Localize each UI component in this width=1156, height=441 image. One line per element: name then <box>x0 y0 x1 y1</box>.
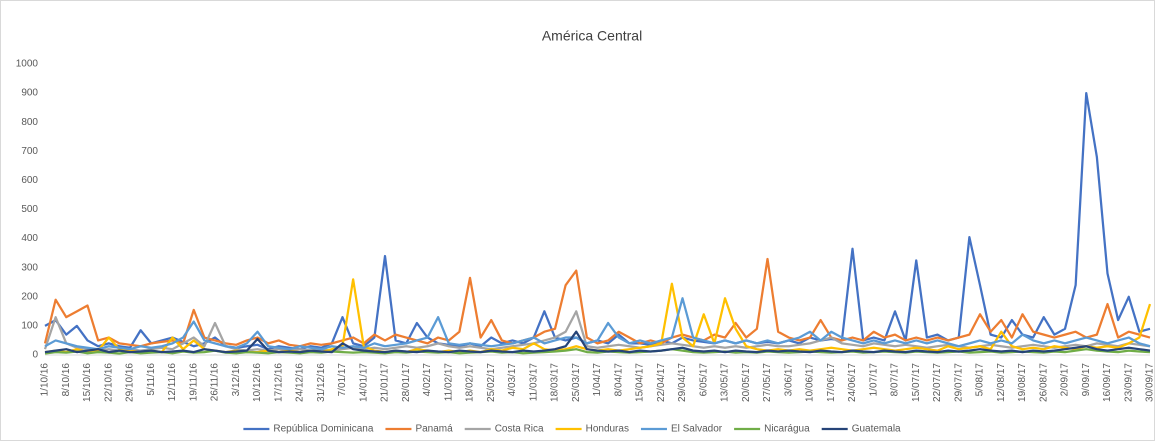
y-tick-label: 800 <box>21 117 38 128</box>
series-line <box>43 257 1151 348</box>
x-tick-label: 8/07/17 <box>890 363 901 397</box>
x-tick-label: 16/09/17 <box>1102 363 1113 402</box>
x-tick-label: 18/02/17 <box>465 363 476 402</box>
x-tick-label: 22/04/17 <box>656 363 667 402</box>
x-tick-label: 10/12/16 <box>252 363 263 402</box>
x-tick-label: 3/12/16 <box>231 363 242 397</box>
x-tick-label: 1/07/17 <box>868 363 879 397</box>
x-tick-label: 1/04/17 <box>592 363 603 397</box>
x-tick-label: 29/07/17 <box>953 363 964 402</box>
x-tick-label: 5/08/17 <box>975 363 986 397</box>
x-tick-label: 17/06/17 <box>826 363 837 402</box>
x-tick-label: 24/06/17 <box>847 363 858 402</box>
x-tick-label: 21/01/17 <box>380 363 391 402</box>
y-tick-label: 300 <box>21 262 38 273</box>
y-tick-label: 0 <box>32 350 38 361</box>
x-tick-label: 26/11/16 <box>210 363 221 402</box>
legend-label: Guatemala <box>852 424 901 435</box>
y-tick-label: 500 <box>21 204 38 215</box>
x-tick-label: 5/11/16 <box>146 363 157 396</box>
x-tick-label: 29/04/17 <box>677 363 688 402</box>
x-tick-label: 25/02/17 <box>486 363 497 402</box>
x-tick-label: 20/05/17 <box>741 363 752 402</box>
series-line <box>44 330 1151 354</box>
y-tick-label: 200 <box>21 291 38 302</box>
y-tick-label: 600 <box>21 175 38 186</box>
x-tick-label: 15/04/17 <box>635 363 646 402</box>
legend-label: Nicarágua <box>764 424 810 435</box>
x-tick-label: 31/12/16 <box>316 363 327 402</box>
y-tick-label: 400 <box>21 233 38 244</box>
x-tick-label: 14/01/17 <box>358 363 369 402</box>
y-tick-label: 900 <box>21 88 38 99</box>
x-tick-label: 11/02/17 <box>443 363 454 402</box>
y-tick-label: 700 <box>21 146 38 157</box>
x-tick-label: 7/01/17 <box>337 363 348 397</box>
x-tick-label: 12/11/16 <box>167 363 178 402</box>
x-tick-label: 22/10/16 <box>103 363 114 402</box>
x-tick-label: 30/09/17 <box>1145 363 1156 402</box>
x-tick-label: 8/10/16 <box>61 363 72 397</box>
x-tick-label: 3/06/17 <box>783 363 794 397</box>
x-tick-label: 22/07/17 <box>932 363 943 402</box>
y-tick-label: 100 <box>21 321 38 332</box>
legend-label: Costa Rica <box>495 424 544 435</box>
x-tick-label: 10/06/17 <box>805 363 816 402</box>
x-tick-label: 27/05/17 <box>762 363 773 402</box>
x-tick-label: 12/08/17 <box>996 363 1007 402</box>
x-tick-label: 11/03/17 <box>528 363 539 402</box>
x-tick-label: 25/03/17 <box>571 363 582 402</box>
x-tick-label: 23/09/17 <box>1123 363 1134 402</box>
legend-label: El Salvador <box>671 424 723 435</box>
x-tick-label: 2/09/17 <box>1060 363 1071 397</box>
x-tick-label: 19/08/17 <box>1017 363 1028 402</box>
x-tick-label: 15/10/16 <box>82 363 93 402</box>
legend-label: Panamá <box>415 424 453 435</box>
x-tick-label: 4/03/17 <box>507 363 518 397</box>
x-tick-label: 19/11/16 <box>188 363 199 402</box>
x-tick-label: 9/09/17 <box>1081 363 1092 397</box>
x-tick-label: 8/04/17 <box>613 363 624 397</box>
x-tick-label: 26/08/17 <box>1038 363 1049 402</box>
legend-label: Honduras <box>586 424 629 435</box>
x-tick-label: 13/05/17 <box>720 363 731 402</box>
chart-title: América Central <box>542 28 642 44</box>
x-tick-label: 1/10/16 <box>40 363 51 397</box>
y-tick-label: 1000 <box>16 59 39 70</box>
x-tick-label: 6/05/17 <box>698 363 709 397</box>
x-tick-label: 15/07/17 <box>911 363 922 402</box>
x-tick-label: 18/03/17 <box>550 363 561 402</box>
series-line <box>44 297 1151 351</box>
legend-label: República Dominicana <box>273 424 373 435</box>
x-tick-label: 17/12/16 <box>273 363 284 402</box>
x-tick-label: 24/12/16 <box>295 363 306 402</box>
x-tick-label: 4/02/17 <box>422 363 433 397</box>
x-tick-label: 29/10/16 <box>125 363 136 402</box>
x-tick-label: 28/01/17 <box>401 363 412 402</box>
